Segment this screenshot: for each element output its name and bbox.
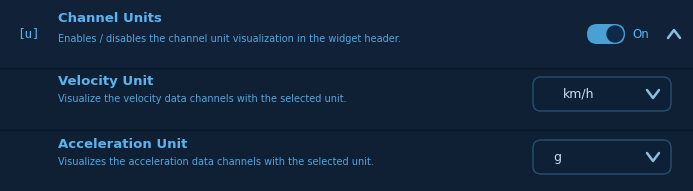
Text: Acceleration Unit: Acceleration Unit: [58, 138, 187, 151]
Text: Enables / disables the channel unit visualization in the widget header.: Enables / disables the channel unit visu…: [58, 34, 401, 44]
Text: Velocity Unit: Velocity Unit: [58, 75, 153, 88]
FancyBboxPatch shape: [533, 77, 671, 111]
Text: On: On: [632, 28, 649, 40]
Text: [u]: [u]: [17, 28, 40, 40]
Text: g: g: [553, 151, 561, 163]
Text: Visualize the velocity data channels with the selected unit.: Visualize the velocity data channels wit…: [58, 94, 346, 104]
Circle shape: [607, 26, 623, 42]
FancyBboxPatch shape: [587, 24, 625, 44]
Text: Visualizes the acceleration data channels with the selected unit.: Visualizes the acceleration data channel…: [58, 157, 374, 167]
Text: Channel Units: Channel Units: [58, 12, 162, 26]
FancyBboxPatch shape: [0, 0, 693, 68]
Text: km/h: km/h: [563, 87, 595, 100]
FancyBboxPatch shape: [533, 140, 671, 174]
